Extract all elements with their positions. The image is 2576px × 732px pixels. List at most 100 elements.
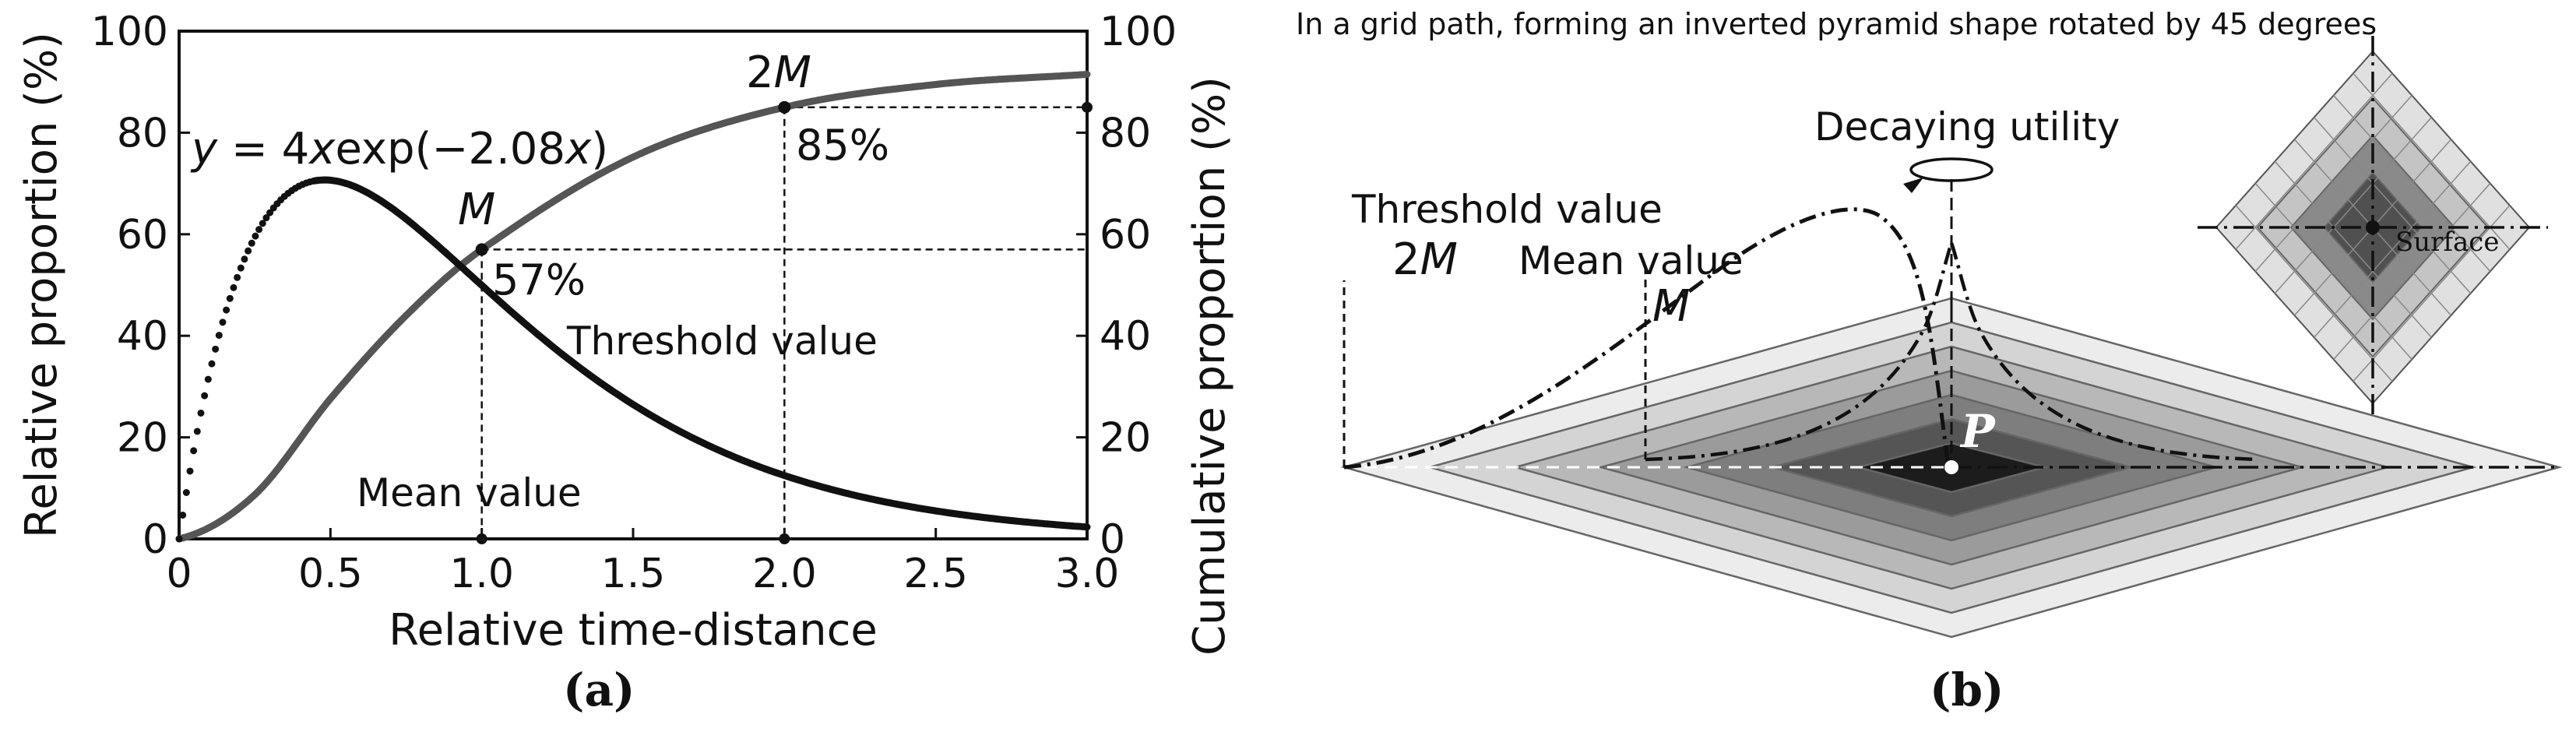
y-tick-label-left: 100 (91, 9, 168, 55)
series-line-cumulative (175, 70, 1091, 543)
y-axis-label-left: Relative proportion (%) (16, 32, 67, 538)
relative-curve-dot (193, 428, 201, 435)
relative-curve-dot (237, 264, 245, 272)
y-tick-label-left: 80 (117, 110, 168, 157)
inset-top-view: Surface (2198, 36, 2548, 419)
relative-curve-dot (241, 255, 248, 263)
relative-curve-dot (215, 332, 223, 340)
rotation-arrowhead (1903, 178, 1923, 193)
relative-curve-dot (252, 232, 259, 240)
x-tick-label: 0.5 (298, 551, 363, 597)
y-axis-label-right: Cumulative proportion (%) (1184, 76, 1235, 656)
threshold-symbol-letter: M (1420, 234, 1458, 285)
relative-curve-dot (179, 511, 187, 519)
threshold-symbol-prefix: 2 (1392, 234, 1420, 285)
x-tick-label: 2.0 (752, 551, 817, 597)
inset-grid-line (2353, 205, 2511, 382)
relative-curve-dot (234, 273, 241, 281)
panel-label-b: (b) (1930, 663, 2004, 716)
x-axis-label: Relative time-distance (389, 605, 878, 656)
relative-curve-dot (245, 247, 252, 255)
twom-prefix: 2 (746, 48, 774, 98)
y-tick-label-right: 80 (1100, 110, 1151, 157)
diagram-b: In a grid path, forming an inverted pyra… (1296, 7, 2563, 639)
mean-value-curve-dot (475, 243, 488, 256)
inset-grid-line (2314, 160, 2472, 338)
inset-grid-lines (2235, 72, 2511, 382)
panel-label-a: (a) (563, 663, 635, 716)
twom-label: 2M (746, 48, 811, 98)
surface-label: Surface (2395, 227, 2499, 258)
inset-center-dot (2366, 220, 2380, 234)
x-tick-label: 0 (166, 551, 192, 597)
mean-value-label-b: Mean value (1519, 238, 1744, 283)
formula-x2: x (564, 124, 592, 174)
mean-value-axis-dot (476, 533, 487, 544)
twom-percent-label: 85% (796, 121, 889, 170)
relative-curve-dot (201, 392, 209, 399)
point-p-dot (1944, 460, 1958, 474)
y-tick-label-left: 60 (117, 212, 168, 259)
threshold-curve-dot (778, 100, 791, 114)
decaying-utility-label: Decaying utility (1814, 104, 2120, 150)
y-tick-label-left: 20 (117, 415, 168, 462)
twom-letter: M (774, 48, 811, 98)
formula-rest: exp(−2.08 (335, 124, 565, 174)
inset-grid-line (2333, 95, 2491, 272)
decay-curve-left (1645, 242, 1954, 462)
y-tick-label-right: 20 (1100, 415, 1151, 462)
relative-curve-dot (226, 294, 234, 302)
relative-curve-dot (248, 239, 255, 247)
rotation-ellipse (1909, 157, 1994, 182)
relative-curve-dot (175, 535, 183, 543)
relative-curve-dot (262, 214, 270, 222)
m-percent-label: 57% (492, 255, 586, 304)
threshold-axis-dot (779, 533, 790, 544)
reference-lines (480, 106, 1087, 539)
relative-curve-dot (208, 360, 216, 368)
relative-curve-dot (182, 488, 190, 496)
formula-label: y = 4xexp(−2.08x) (190, 124, 608, 174)
y-tick-label-right: 0 (1100, 516, 1125, 563)
formula-y: y (190, 124, 218, 174)
inset-grid-line (2314, 117, 2472, 294)
threshold-value-label-b: Threshold value (1351, 187, 1663, 232)
relative-curve-dot (190, 447, 198, 455)
y-tick-label-left: 0 (143, 516, 168, 563)
mean-value-label: Mean value (357, 470, 582, 516)
inset-grid-line (2333, 183, 2491, 360)
m-label: M (458, 185, 495, 235)
x-tick-label: 1.0 (449, 551, 514, 597)
y-tick-label-right: 100 (1100, 9, 1177, 55)
formula-eq: = 4 (217, 124, 309, 174)
mean-symbol-label: M (1652, 281, 1690, 332)
relative-curve-dot (219, 318, 227, 326)
threshold-value-label: Threshold value (566, 318, 878, 364)
x-tick-label: 3.0 (1055, 551, 1120, 597)
diagram-title: In a grid path, forming an inverted pyra… (1296, 7, 2377, 41)
relative-curve-dot (223, 306, 231, 314)
x-tick-label: 2.5 (903, 551, 968, 597)
marker-dots (475, 100, 1093, 544)
threshold-symbol-label: 2M (1392, 234, 1458, 285)
formula-close: ) (591, 124, 608, 174)
y-tick-label-left: 40 (117, 313, 168, 360)
series-line-relative (175, 176, 1091, 543)
y-tick-label-right: 60 (1100, 212, 1151, 259)
point-p-label: P (1959, 405, 1996, 458)
relative-curve-dot (197, 409, 205, 417)
inset-grid-line (2353, 72, 2511, 250)
relative-curve-dot (255, 226, 263, 234)
threshold-right-axis-dot (1082, 101, 1093, 113)
rotation-arrow-icon (1903, 157, 1994, 193)
formula-x: x (308, 124, 336, 174)
relative-curve-dot (204, 375, 212, 383)
relative-curve-solid (311, 176, 1091, 531)
y-tick-label-right: 40 (1100, 313, 1151, 360)
relative-curve-dot (186, 467, 194, 475)
relative-curve-dot (212, 345, 220, 353)
decay-curve-right (1949, 242, 2258, 462)
relative-curve-dot (230, 283, 238, 291)
